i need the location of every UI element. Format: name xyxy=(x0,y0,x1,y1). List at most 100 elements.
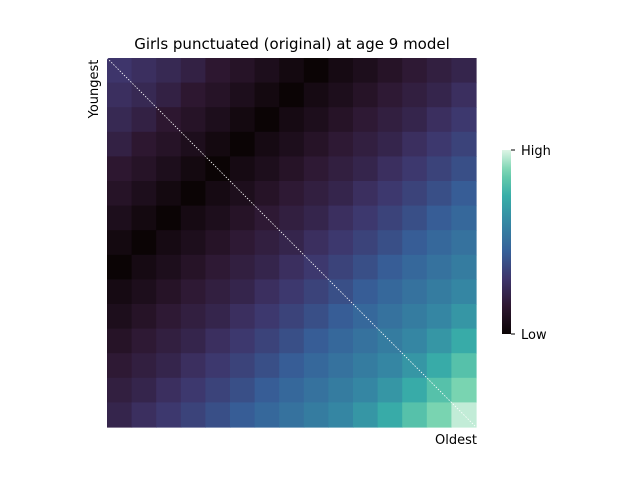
heatmap-cell xyxy=(230,205,256,231)
heatmap-cell xyxy=(451,205,477,231)
heatmap-cell xyxy=(254,279,280,305)
heatmap-cell xyxy=(131,402,157,428)
heatmap-cell xyxy=(426,402,452,428)
heatmap-cell xyxy=(402,181,428,207)
heatmap-cell xyxy=(205,402,231,428)
heatmap-cell xyxy=(402,230,428,256)
heatmap-cell xyxy=(230,377,256,403)
heatmap-cell xyxy=(156,304,182,330)
heatmap-cell xyxy=(328,131,354,157)
heatmap-cell xyxy=(451,304,477,330)
heatmap-cell xyxy=(303,353,329,379)
heatmap-cells xyxy=(107,58,477,428)
heatmap-cell xyxy=(107,230,133,256)
heatmap-cell xyxy=(377,304,403,330)
heatmap-cell xyxy=(451,156,477,182)
heatmap-cell xyxy=(180,58,206,84)
heatmap-cell xyxy=(180,377,206,403)
heatmap-cell xyxy=(205,181,231,207)
heatmap-cell xyxy=(180,230,206,256)
heatmap-cell xyxy=(205,58,231,84)
heatmap-cell xyxy=(279,254,305,280)
heatmap-cell xyxy=(402,131,428,157)
heatmap-cell xyxy=(279,156,305,182)
heatmap-cell xyxy=(328,107,354,133)
heatmap-cell xyxy=(426,181,452,207)
heatmap-cell xyxy=(451,353,477,379)
heatmap-cell xyxy=(205,205,231,231)
heatmap-cell xyxy=(254,107,280,133)
heatmap-cell xyxy=(180,254,206,280)
heatmap-cell xyxy=(328,181,354,207)
heatmap-cell xyxy=(402,328,428,354)
heatmap-cell xyxy=(205,82,231,108)
heatmap-cell xyxy=(328,402,354,428)
heatmap-cell xyxy=(451,181,477,207)
heatmap-cell xyxy=(230,328,256,354)
heatmap-cell xyxy=(303,328,329,354)
heatmap-cell xyxy=(402,304,428,330)
heatmap-cell xyxy=(107,156,133,182)
heatmap-cell xyxy=(377,279,403,305)
heatmap-cell xyxy=(426,82,452,108)
heatmap-cell xyxy=(328,205,354,231)
heatmap-cell xyxy=(254,402,280,428)
heatmap-cell xyxy=(131,181,157,207)
heatmap-cell xyxy=(353,181,379,207)
heatmap-cell xyxy=(131,328,157,354)
heatmap-cell xyxy=(230,254,256,280)
heatmap-cell xyxy=(107,304,133,330)
heatmap-cell xyxy=(303,181,329,207)
heatmap-cell xyxy=(353,58,379,84)
heatmap-cell xyxy=(279,328,305,354)
heatmap-cell xyxy=(377,377,403,403)
heatmap-cell xyxy=(353,107,379,133)
heatmap-cell xyxy=(279,131,305,157)
colorbar xyxy=(502,150,511,334)
heatmap-cell xyxy=(131,254,157,280)
heatmap-cell xyxy=(279,58,305,84)
heatmap-cell xyxy=(254,353,280,379)
heatmap-cell xyxy=(180,107,206,133)
heatmap-cell xyxy=(303,58,329,84)
heatmap-cell xyxy=(156,377,182,403)
heatmap-cell xyxy=(426,230,452,256)
chart-title: Girls punctuated (original) at age 9 mod… xyxy=(134,35,450,53)
heatmap-cell xyxy=(230,279,256,305)
heatmap-cell xyxy=(303,230,329,256)
heatmap-cell xyxy=(377,58,403,84)
heatmap-cell xyxy=(131,131,157,157)
heatmap-cell xyxy=(107,107,133,133)
colorbar-high-label: High xyxy=(521,144,551,159)
heatmap-cell xyxy=(402,254,428,280)
heatmap-cell xyxy=(205,254,231,280)
heatmap-cell xyxy=(107,82,133,108)
heatmap-cell xyxy=(131,156,157,182)
heatmap-cell xyxy=(131,107,157,133)
heatmap-cell xyxy=(353,131,379,157)
heatmap-cell xyxy=(426,254,452,280)
heatmap-cell xyxy=(303,82,329,108)
heatmap-cell xyxy=(279,402,305,428)
heatmap-cell xyxy=(328,254,354,280)
heatmap-cell xyxy=(180,304,206,330)
heatmap-cell xyxy=(107,205,133,231)
heatmap-cell xyxy=(180,156,206,182)
heatmap-cell xyxy=(426,304,452,330)
heatmap-cell xyxy=(328,156,354,182)
heatmap-cell xyxy=(353,82,379,108)
heatmap-cell xyxy=(353,156,379,182)
heatmap-cell xyxy=(230,58,256,84)
heatmap-cell xyxy=(426,107,452,133)
heatmap-cell xyxy=(254,58,280,84)
heatmap-cell xyxy=(279,304,305,330)
heatmap-cell xyxy=(328,328,354,354)
heatmap-cell xyxy=(353,402,379,428)
heatmap-cell xyxy=(205,230,231,256)
heatmap-cell xyxy=(279,107,305,133)
heatmap-cell xyxy=(377,107,403,133)
heatmap-cell xyxy=(107,181,133,207)
heatmap-cell xyxy=(131,353,157,379)
heatmap-cell xyxy=(156,58,182,84)
heatmap-cell xyxy=(451,377,477,403)
